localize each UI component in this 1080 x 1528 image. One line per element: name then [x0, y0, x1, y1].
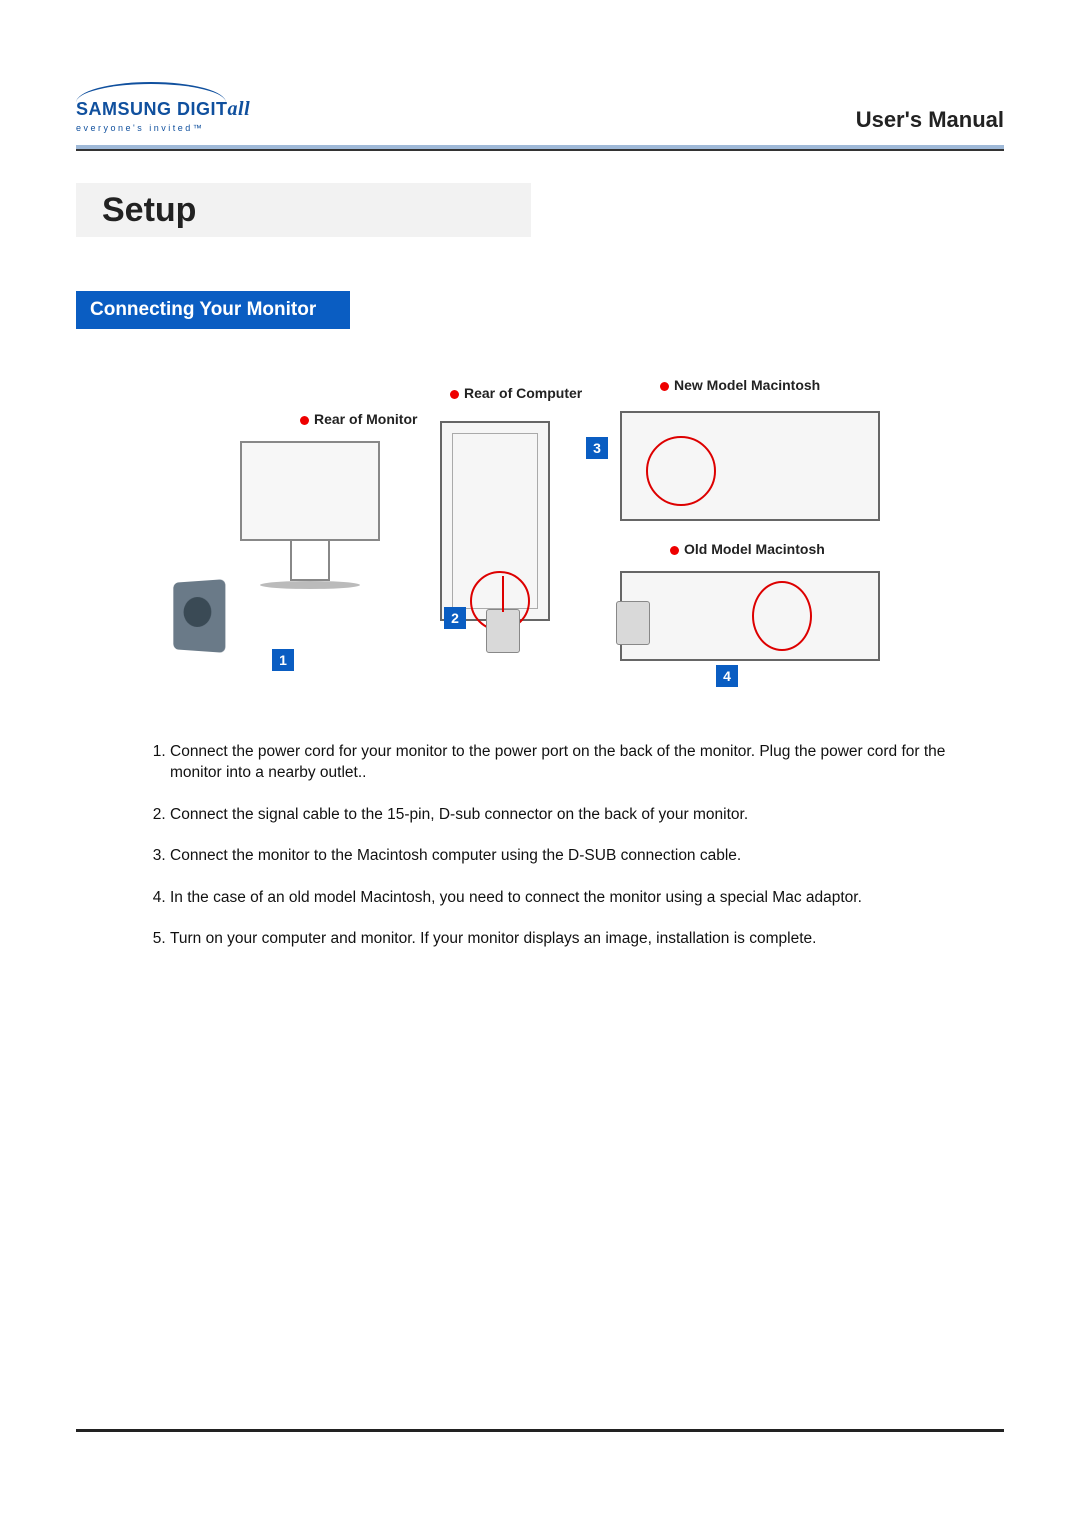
dot-icon — [660, 382, 669, 391]
label-old-mac: Old Model Macintosh — [670, 541, 825, 557]
connector-icon — [486, 609, 520, 653]
manual-title: User's Manual — [856, 107, 1004, 133]
connection-diagram: Rear of Monitor Rear of Computer New Mod… — [170, 381, 910, 701]
instruction-item: Connect the signal cable to the 15-pin, … — [170, 804, 964, 825]
label-rear-computer: Rear of Computer — [450, 385, 582, 401]
callout-4: 4 — [716, 665, 738, 687]
instruction-item: In the case of an old model Macintosh, y… — [170, 887, 964, 908]
monitor-icon — [230, 441, 390, 591]
highlight-circle-icon — [646, 436, 716, 506]
subsection-wrap: Connecting Your Monitor — [76, 291, 1004, 329]
instruction-item: Turn on your computer and monitor. If yo… — [170, 928, 964, 949]
instruction-item: Connect the monitor to the Macintosh com… — [170, 845, 964, 866]
section-title: Setup — [102, 191, 196, 230]
connector-icon — [616, 601, 650, 645]
label-rear-monitor: Rear of Monitor — [300, 411, 417, 427]
footer-divider — [76, 1429, 1004, 1432]
logo-arc — [76, 76, 250, 98]
instructions-list: Connect the power cord for your monitor … — [136, 741, 964, 949]
dot-icon — [450, 390, 459, 399]
cable-line-icon — [502, 576, 504, 612]
page-header: SAMSUNG DIGITall everyone's invited™ Use… — [76, 76, 1004, 139]
section-bar-fill: Setup — [76, 183, 531, 237]
manual-page: SAMSUNG DIGITall everyone's invited™ Use… — [0, 0, 1080, 1528]
dot-icon — [300, 416, 309, 425]
mac-old-icon — [620, 571, 880, 661]
speaker-icon — [173, 579, 225, 653]
dot-icon — [670, 546, 679, 555]
logo-tagline: everyone's invited™ — [76, 123, 250, 133]
instruction-item: Connect the power cord for your monitor … — [170, 741, 964, 784]
subsection-title: Connecting Your Monitor — [76, 291, 350, 329]
brand-logo: SAMSUNG DIGITall everyone's invited™ — [76, 76, 250, 133]
divider-dark — [76, 149, 1004, 151]
callout-1: 1 — [272, 649, 294, 671]
highlight-circle-icon — [752, 581, 812, 651]
section-bar: Setup — [76, 183, 1004, 237]
logo-suffix: all — [228, 98, 251, 120]
callout-3: 3 — [586, 437, 608, 459]
label-new-mac: New Model Macintosh — [660, 377, 820, 393]
callout-2: 2 — [444, 607, 466, 629]
